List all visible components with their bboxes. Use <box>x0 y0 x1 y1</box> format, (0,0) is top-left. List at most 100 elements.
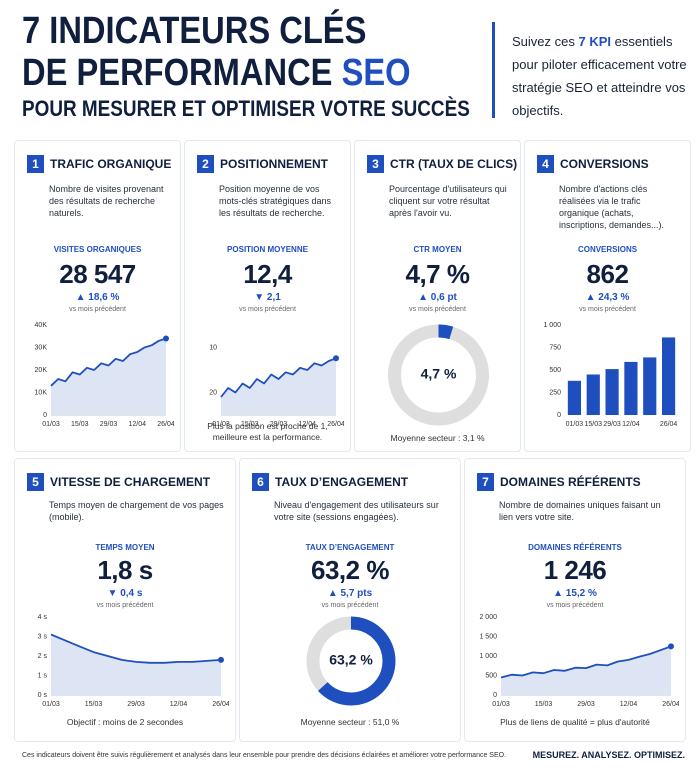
y-tick-label: 20 <box>209 389 217 396</box>
line <box>220 357 337 398</box>
y-tick-label: 2 s <box>38 653 48 660</box>
bar <box>586 374 600 415</box>
x-tick-label: 15/03 <box>535 701 553 708</box>
side-text: Suivez ces 7 KPI essentiels pour piloter… <box>512 30 687 122</box>
card-title: POSITIONNEMENT <box>220 157 329 171</box>
card-footnote: Plus la position est proche de 1, meille… <box>207 421 328 442</box>
card-title: CTR (TAUX DE CLICS) <box>390 157 518 171</box>
line <box>500 645 672 679</box>
metric-label: TAUX D’ENGAGEMENT <box>305 543 395 552</box>
x-tick-label: 26/04 <box>662 701 679 708</box>
header-title: 7 INDICATEURS CLÉS DE PERFORMANCE SEO PO… <box>22 10 470 124</box>
card-number: 5 <box>27 473 44 491</box>
x-tick-label: 12/04 <box>298 421 316 428</box>
change-note: vs mois précédent <box>546 602 604 609</box>
metric-label: VISITES ORGANIQUES <box>53 245 142 254</box>
kpi-card: 3 CTR (TAUX DE CLICS) Pourcentage d'utilis… <box>354 140 521 452</box>
kpi-card: 5 VITESSE DE CHARGEMENT Temps moyen de cha… <box>14 458 236 742</box>
metric-value: 1,8 s <box>97 555 153 585</box>
y-tick-label: 2 000 <box>479 614 497 621</box>
area <box>51 338 166 415</box>
y-tick-label: 750 <box>549 344 561 351</box>
donut-label: 63,2 % <box>329 652 373 668</box>
title-text: DE PERFORMANCE <box>22 52 333 94</box>
card-description: Nombre de domaines uniques faisant un li… <box>499 500 661 522</box>
y-tick-label: 10K <box>35 389 48 396</box>
card-footnote: Moyenne secteur : 3,1 % <box>390 433 485 443</box>
kpi-card: 1 TRAFIC ORGANIQUE Nombre de visites prove… <box>14 140 181 452</box>
change-note: vs mois précédent <box>96 602 154 609</box>
y-tick-label: 3 s <box>38 633 48 640</box>
card-description: Temps moyen de chargement de vos pages (… <box>49 500 224 522</box>
card-footnote: Plus de liens de qualité = plus d'autori… <box>500 717 650 727</box>
x-tick-label: 01/03 <box>566 421 584 428</box>
card-title: VITESSE DE CHARGEMENT <box>50 475 211 489</box>
metric-change: ▼ 2,1 <box>254 292 281 303</box>
area <box>51 634 221 695</box>
x-tick-label: 15/03 <box>584 421 602 428</box>
y-tick-label: 10 <box>209 344 217 351</box>
card-footnote: Moyenne secteur : 51,0 % <box>300 717 400 727</box>
y-tick-label: 20K <box>35 367 48 374</box>
y-tick-label: 500 <box>485 672 497 679</box>
donut-arc <box>306 616 396 706</box>
card-description: Niveau d'engagement des utilisateurs sur… <box>274 500 439 522</box>
metric-change: ▲ 5,7 pts <box>327 588 373 599</box>
change-note: vs mois précédent <box>579 306 636 313</box>
card-number: 6 <box>252 473 269 491</box>
area <box>501 646 671 695</box>
area <box>221 358 336 415</box>
card-number: 1 <box>27 155 44 173</box>
card-number: 3 <box>367 155 384 173</box>
kpi-chart: 0 s 1 s 2 s 3 s 4 s 01/03 15/03 29/03 12/04 26/04 <box>38 614 229 708</box>
x-tick-label: 29/03 <box>270 421 288 428</box>
metric-change: ▲ 0,6 pt <box>418 292 457 303</box>
metric-change: ▼ 0,4 s <box>107 588 143 599</box>
metric-change: ▲ 15,2 % <box>553 588 597 599</box>
y-tick-label: 0 <box>43 412 47 419</box>
change-note: vs mois précédent <box>239 306 296 313</box>
footer-tagline: MESUREZ. ANALYSEZ. OPTIMISEZ. <box>532 750 685 760</box>
y-tick-label: 30K <box>35 344 48 351</box>
end-point <box>163 335 169 342</box>
side-rest: essentiels pour piloter efficacement vot… <box>512 34 687 118</box>
kpi-chart: 63,2 % <box>306 616 396 706</box>
card-footnote: Objectif : moins de 2 secondes <box>66 717 184 727</box>
end-point <box>668 643 674 650</box>
x-tick-label: 29/03 <box>603 421 621 428</box>
card-title: CONVERSIONS <box>560 157 649 171</box>
subtitle: POUR MESURER ET OPTIMISER VOTRE SUCCÈS <box>22 96 470 121</box>
metric-value: 862 <box>586 259 629 289</box>
card-title: TAUX D’ENGAGEMENT <box>275 475 409 489</box>
bar <box>624 361 638 415</box>
change-note: vs mois précédent <box>409 306 466 313</box>
card-number: 2 <box>197 155 214 173</box>
x-tick-label: 29/03 <box>100 421 118 428</box>
kpi-chart: 4,7 % <box>388 324 489 426</box>
x-tick-label: 01/03 <box>212 421 230 428</box>
y-tick-label: 0 s <box>38 692 48 699</box>
donut-label: 4,7 % <box>421 366 457 382</box>
y-tick-label: 40K <box>35 322 48 329</box>
kpi-card: 7 DOMAINES RÉFÉRENTS Nombre de domaines un… <box>464 458 686 742</box>
metric-value: 4,7 % <box>405 259 471 289</box>
kpi-card: 2 POSITIONNEMENT Position moyenne de vos m… <box>184 140 351 452</box>
end-point <box>218 656 224 663</box>
line <box>50 337 167 387</box>
kpi-chart: 0 10K 20K 30K 40K 01/03 15/03 29/03 12/04 26/04 <box>35 322 174 428</box>
card-description: Nombre d'actions clés réalisées via le t… <box>559 184 665 230</box>
x-tick-label: 26/04 <box>157 421 174 428</box>
card-description: Position moyenne de vos mots-clés straté… <box>219 184 332 218</box>
x-tick-label: 12/04 <box>170 701 188 708</box>
card-description: Nombre de visites provenant des résultat… <box>49 184 164 218</box>
y-tick-label: 500 <box>549 367 561 374</box>
card-title: DOMAINES RÉFÉRENTS <box>500 475 641 489</box>
line <box>50 633 222 664</box>
side-intro: Suivez ces <box>512 34 575 49</box>
y-tick-label: 0 <box>557 412 561 419</box>
x-tick-label: 26/04 <box>660 421 678 428</box>
end-point <box>333 355 339 362</box>
x-tick-label: 01/03 <box>42 701 60 708</box>
kpi-chart: 0 250 500 750 1 000 01/03 15/03 29/03 12/04 26/04 <box>543 322 678 428</box>
